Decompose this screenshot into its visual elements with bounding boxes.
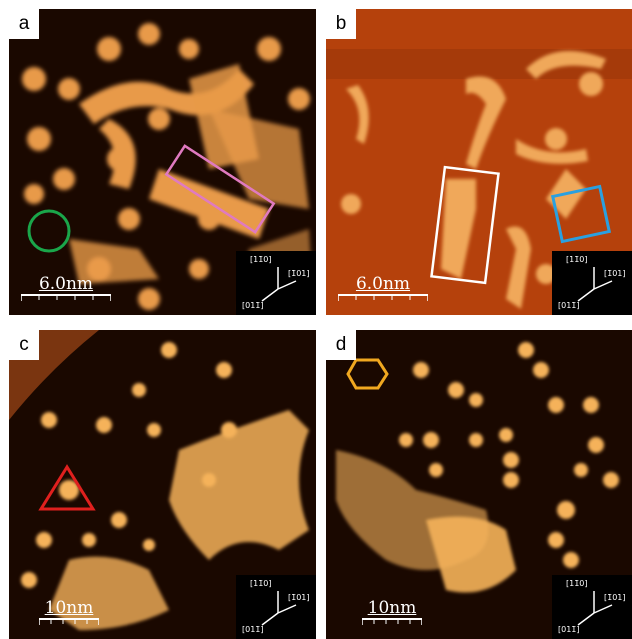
scale-bar-b: 6.0nm xyxy=(338,276,428,301)
direction-label-bottom-d: [011̄] xyxy=(558,625,580,634)
scale-bar-d: 10nm xyxy=(362,600,422,625)
panel-letter-c: c xyxy=(9,330,39,360)
direction-label-bottom-b: [011̄] xyxy=(558,301,580,310)
pink-rectangle-marker xyxy=(164,144,276,234)
panel-letter-a: a xyxy=(9,9,39,39)
crystal-direction-inset-a: [11̄0] [1̄01] [011̄] xyxy=(236,251,316,315)
scale-bar-c: 10nm xyxy=(39,600,99,625)
direction-label-right-a: [1̄01] xyxy=(288,269,310,278)
scale-ticks-b xyxy=(338,294,428,301)
crystal-direction-inset-b: [11̄0] [1̄01] [011̄] xyxy=(552,251,632,315)
direction-label-top-c: [11̄0] xyxy=(250,579,272,588)
orange-hexagon-marker xyxy=(346,358,389,390)
panel-letter-d: d xyxy=(326,330,356,360)
stm-panel-b: b 6.0nm [11̄0] [1̄01] [011̄] xyxy=(326,9,632,315)
scale-bar-a: 6.0nm xyxy=(21,276,111,301)
direction-label-top-b: [11̄0] xyxy=(566,255,588,264)
white-rectangle-marker xyxy=(430,165,500,285)
direction-label-right-d: [1̄01] xyxy=(604,593,626,602)
scale-label-d: 10nm xyxy=(367,598,417,618)
panel-letter-b: b xyxy=(326,9,356,39)
green-circle-marker xyxy=(27,209,71,253)
red-triangle-marker xyxy=(38,464,96,511)
crystal-direction-inset-c: [11̄0] [1̄01] [011̄] xyxy=(236,575,316,639)
stm-image-c xyxy=(9,330,316,639)
scale-label-a: 6.0nm xyxy=(38,274,94,294)
direction-label-top-a: [11̄0] xyxy=(250,255,272,264)
direction-label-top-d: [11̄0] xyxy=(566,579,588,588)
scale-ticks-a xyxy=(21,294,111,301)
crystal-direction-inset-d: [11̄0] [1̄01] [011̄] xyxy=(552,575,632,639)
scale-ticks-d xyxy=(362,618,422,625)
direction-label-right-c: [1̄01] xyxy=(288,593,310,602)
stm-panel-c: c 10nm [11̄0] [1̄01] [011̄] xyxy=(9,330,316,639)
stm-panel-d: d 10nm [11̄0] [1̄01] [011̄] xyxy=(326,330,632,639)
scale-label-b: 6.0nm xyxy=(355,274,411,294)
stm-panel-a: a 6.0nm [11̄0] [1̄01] [011̄] xyxy=(9,9,316,315)
direction-label-right-b: [1̄01] xyxy=(604,269,626,278)
direction-label-bottom-c: [011̄] xyxy=(242,625,264,634)
direction-label-bottom-a: [011̄] xyxy=(242,301,264,310)
blue-square-marker xyxy=(550,184,612,244)
scale-ticks-c xyxy=(39,618,99,625)
scale-label-c: 10nm xyxy=(44,598,94,618)
